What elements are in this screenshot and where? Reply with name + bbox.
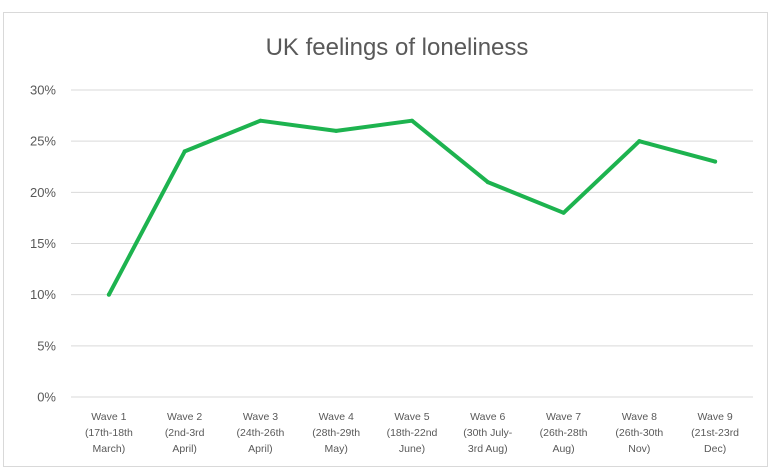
y-tick-label: 25% <box>30 134 56 149</box>
gridlines <box>71 89 753 398</box>
data-point <box>637 139 642 144</box>
data-point <box>713 159 718 164</box>
x-tick-label: Wave 5 (18th-22nd June) <box>387 411 438 455</box>
data-point <box>334 128 339 133</box>
chart-frame <box>3 12 768 467</box>
x-tick-label: Wave 1 (17th-18th March) <box>85 411 133 455</box>
y-tick-label: 0% <box>37 390 56 405</box>
y-tick-label: 15% <box>30 236 56 251</box>
x-tick-label: Wave 6 (30th July-3rd Aug) <box>463 411 513 455</box>
data-point <box>485 180 490 185</box>
x-tick-label: Wave 4 (28th-29th May) <box>312 411 360 455</box>
x-tick-label: Wave 8 (26th-30th Nov) <box>615 411 663 455</box>
x-axis-ticks: Wave 1 (17th-18th March) Wave 2 (2nd-3rd Apri… <box>85 411 739 455</box>
x-tick-label: Wave 2 (2nd-3rd April) <box>165 411 205 455</box>
chart-title: UK feelings of loneliness <box>266 34 529 61</box>
data-point <box>258 118 263 123</box>
series-layer <box>106 118 718 297</box>
y-tick-label: 30% <box>30 83 56 98</box>
data-point <box>561 210 566 215</box>
y-tick-label: 10% <box>30 287 56 302</box>
data-point <box>182 149 187 154</box>
y-axis-ticks: 0% 5% 10% 15% 20% 25% 30% <box>30 83 56 405</box>
series-line <box>106 118 718 297</box>
data-point <box>106 292 111 297</box>
x-tick-label: Wave 9 (21st-23rd Dec) <box>691 411 739 455</box>
y-tick-label: 5% <box>37 338 56 353</box>
data-point <box>410 118 414 123</box>
x-tick-label: Wave 7 (26th-28th Aug) <box>540 411 588 455</box>
x-tick-label: Wave 3 (24th-26th April) <box>237 411 285 455</box>
y-tick-label: 20% <box>30 185 56 200</box>
